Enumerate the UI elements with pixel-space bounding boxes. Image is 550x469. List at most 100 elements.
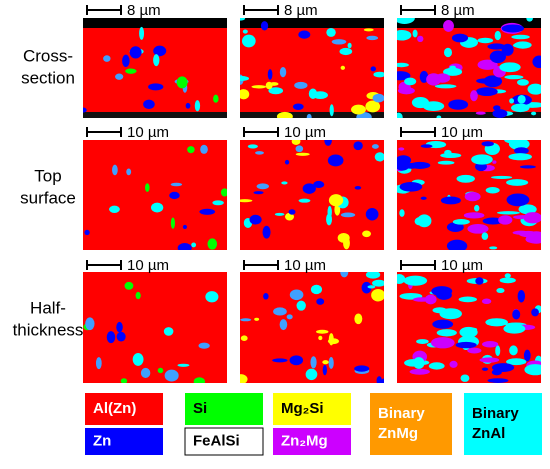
phase-region (124, 281, 134, 290)
phase-region (331, 39, 347, 45)
phase-region (503, 323, 526, 334)
phase-region (508, 153, 532, 161)
phase-region (289, 289, 304, 301)
row-label: section (21, 68, 75, 87)
phase-region (412, 297, 431, 302)
phase-region (329, 104, 334, 117)
phase-region (525, 235, 541, 244)
legend-label: ZnAl (472, 425, 505, 442)
bottom-band (397, 112, 541, 118)
scale-bar-label: 10 µm (127, 124, 169, 141)
phase-region (262, 225, 271, 239)
micrograph (397, 18, 541, 118)
phase-region (430, 337, 455, 349)
phase-region (475, 277, 484, 285)
phase-region (249, 214, 262, 225)
phase-region (417, 214, 432, 228)
phase-region (132, 353, 144, 366)
phase-region (339, 47, 353, 56)
top-band (83, 18, 227, 28)
phase-region (306, 113, 312, 118)
phase-region (372, 279, 384, 287)
phase-region (474, 204, 480, 212)
phase-region (439, 308, 462, 320)
phase-region (310, 356, 317, 369)
phase-region (397, 30, 412, 41)
phase-region (498, 215, 513, 225)
phase-region (240, 76, 250, 81)
phase-region (294, 81, 308, 89)
scale-bar-label: 10 µm (284, 124, 326, 141)
phase-region (371, 144, 379, 149)
phase-region (463, 212, 485, 219)
phase-region (298, 30, 311, 39)
phase-region (308, 88, 318, 99)
phase-region (135, 291, 141, 300)
phase-region (397, 71, 411, 81)
phase-region (409, 368, 430, 375)
phase-region (194, 100, 201, 112)
phase-region (451, 33, 469, 43)
phase-region (267, 69, 273, 80)
phase-region (514, 147, 529, 155)
phase-region (399, 209, 405, 217)
phase-region (481, 232, 489, 240)
phase-region (363, 28, 374, 32)
phase-region (518, 204, 537, 215)
phase-region (511, 34, 530, 40)
phase-region (247, 144, 258, 149)
phase-region (328, 194, 344, 207)
phase-region (112, 164, 118, 176)
phase-region (485, 318, 508, 327)
phase-region (397, 274, 406, 284)
phase-region (444, 47, 453, 58)
phase-region (281, 181, 288, 185)
matrix (83, 18, 227, 118)
phase-region (367, 285, 376, 289)
phase-region (163, 327, 174, 336)
phase-region (523, 349, 531, 362)
phase-region (295, 145, 304, 153)
phase-region (496, 288, 505, 294)
phase-region (491, 175, 513, 179)
micrograph (397, 272, 541, 383)
phase-region (477, 37, 494, 44)
scale-bar-label: 10 µm (284, 257, 326, 274)
legend-swatch (85, 393, 163, 425)
phase-region (504, 273, 511, 279)
phase-region (265, 81, 273, 90)
phase-region (366, 35, 379, 41)
phase-region (207, 238, 218, 250)
micrograph (83, 18, 227, 118)
phase-region (170, 217, 176, 229)
phase-region (482, 340, 499, 348)
phase-region (122, 54, 130, 68)
phase-region (322, 360, 329, 365)
phase-region (361, 281, 372, 294)
phase-region (467, 347, 482, 354)
phase-region (436, 329, 457, 337)
phase-region (374, 152, 384, 162)
phase-region (213, 94, 219, 103)
phase-region (479, 357, 500, 363)
phase-region (476, 78, 497, 84)
phase-region (446, 222, 464, 232)
bottom-band (83, 112, 227, 118)
legend-label: Al(Zn) (93, 400, 136, 417)
phase-region (212, 200, 224, 206)
phase-region (397, 18, 415, 25)
phase-region (176, 76, 188, 89)
phase-region (399, 182, 423, 192)
phase-region (279, 67, 287, 78)
phase-region (477, 59, 498, 70)
phase-region (470, 90, 478, 102)
phase-region (420, 196, 427, 200)
phase-region (448, 99, 469, 110)
phase-region (496, 211, 520, 215)
phase-region (475, 111, 486, 115)
phase-region (471, 154, 493, 165)
phase-region (251, 85, 267, 89)
phase-region (416, 339, 429, 345)
phase-map (83, 18, 227, 118)
phase-region (340, 65, 346, 70)
